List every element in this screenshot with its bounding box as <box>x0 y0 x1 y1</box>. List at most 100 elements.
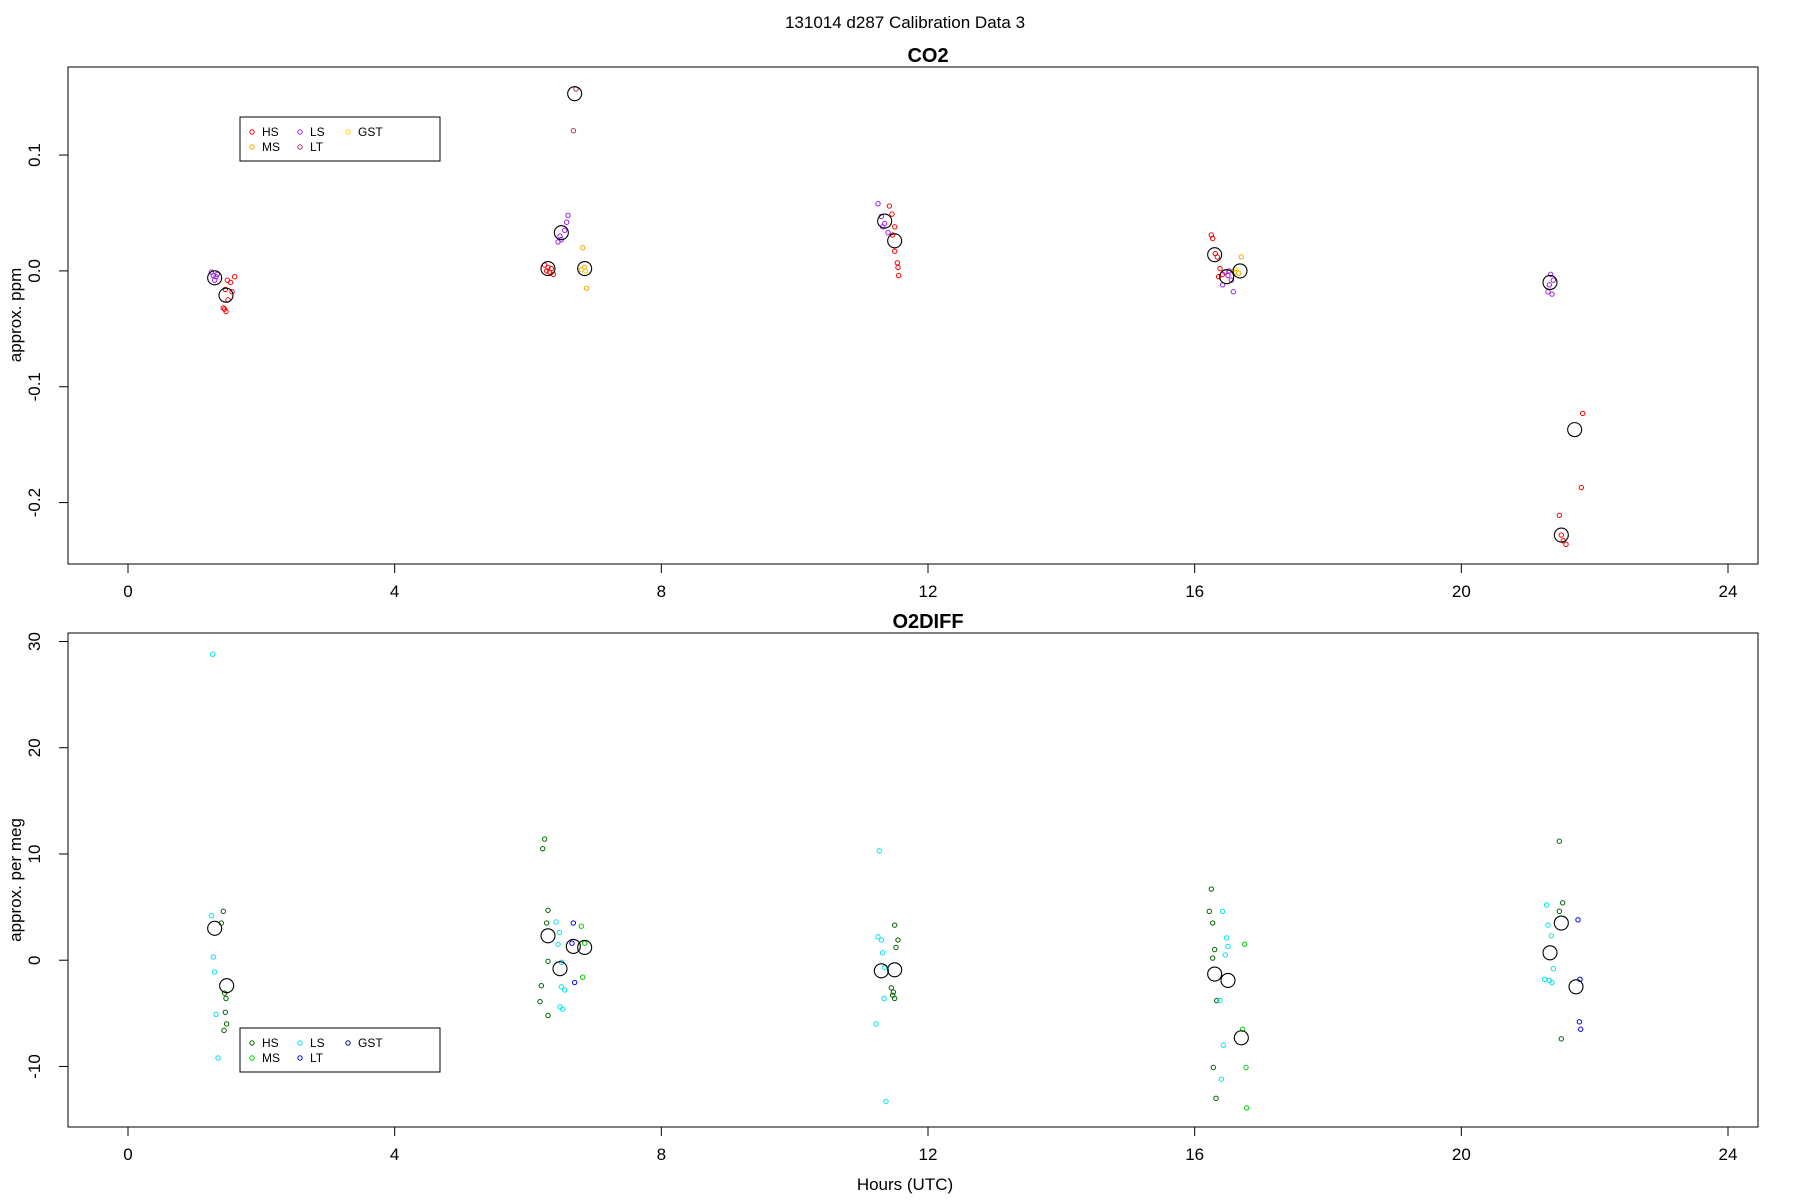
data-point <box>555 941 561 947</box>
data-point <box>1217 265 1223 272</box>
data-point <box>895 937 901 943</box>
data-point <box>1579 410 1586 417</box>
legend-marker <box>345 129 351 135</box>
series-gst <box>582 267 1239 274</box>
x-tick-label: 12 <box>919 1145 938 1164</box>
mean-point <box>1553 915 1569 931</box>
data-point <box>579 245 586 251</box>
data-point <box>1215 273 1222 280</box>
data-point <box>222 1009 229 1015</box>
x-axis-label: Hours (UTC) <box>857 1175 953 1194</box>
data-point <box>537 998 543 1005</box>
data-point <box>1575 917 1581 923</box>
data-point <box>231 273 238 280</box>
series-ms <box>578 923 1250 1111</box>
x-tick-label: 8 <box>657 582 666 601</box>
legend-label: LT <box>310 140 324 154</box>
data-point <box>1214 254 1221 260</box>
data-point <box>1239 1026 1246 1032</box>
data-point <box>220 908 227 915</box>
data-point <box>209 651 216 657</box>
mean-point <box>567 86 583 102</box>
data-point <box>583 285 590 291</box>
data-point <box>221 1027 227 1034</box>
mean-point <box>207 270 223 286</box>
data-point <box>878 937 885 943</box>
data-point <box>543 268 550 274</box>
mean-point <box>887 962 903 978</box>
x-tick-label: 4 <box>390 582 399 601</box>
legend-label: MS <box>262 1051 280 1065</box>
data-point <box>876 848 883 854</box>
mean-point <box>577 261 593 277</box>
legend-label: HS <box>262 125 279 139</box>
data-point <box>1550 277 1557 283</box>
co2-data-points <box>207 86 1586 548</box>
o2diff-panel: O2DIFF 0 4 8 12 16 20 24 -10 0 10 20 30 approx. pe… <box>6 611 1759 1194</box>
co2-y-label: approx. ppm <box>6 268 25 363</box>
data-point <box>1218 1076 1225 1082</box>
data-point <box>1219 908 1226 915</box>
legend-marker <box>249 144 255 150</box>
legend-label: HS <box>262 1036 279 1050</box>
legend-marker <box>297 144 303 150</box>
data-point <box>888 985 895 991</box>
o2diff-title: O2DIFF <box>892 611 963 633</box>
data-point <box>1209 920 1216 926</box>
data-point <box>873 1021 879 1027</box>
o2diff-y-axis: -10 0 10 20 30 <box>25 632 68 1079</box>
data-point <box>1563 541 1569 548</box>
data-point <box>886 203 893 209</box>
data-point <box>891 922 898 928</box>
data-point <box>881 995 887 1002</box>
data-point <box>563 219 570 225</box>
data-point <box>1243 1064 1249 1071</box>
data-point <box>1209 235 1216 242</box>
y-tick-label: -0.2 <box>25 488 44 517</box>
x-tick-label: 0 <box>123 1145 132 1164</box>
data-point <box>1549 291 1555 297</box>
data-point <box>875 201 881 207</box>
data-point <box>211 969 218 975</box>
data-point <box>210 954 217 960</box>
data-point <box>889 211 895 217</box>
data-point <box>213 1011 219 1018</box>
mean-point <box>577 939 593 956</box>
data-point <box>1576 1019 1583 1025</box>
legend-label: LT <box>310 1051 324 1065</box>
mean-point <box>565 938 581 954</box>
data-point <box>1541 976 1548 983</box>
series-ls <box>208 651 1557 1105</box>
data-point <box>546 269 553 275</box>
mean-point <box>540 261 556 277</box>
data-point <box>558 984 565 990</box>
co2-panel: CO2 0 4 8 12 16 20 24 -0.2 -0.1 0.0 0.1 approx. p… <box>6 45 1759 601</box>
mean-point <box>552 961 568 977</box>
series-hs <box>220 203 1586 548</box>
data-point <box>220 305 227 311</box>
mean-point <box>1220 972 1236 988</box>
mean-point <box>1567 422 1583 438</box>
data-point <box>1547 271 1554 278</box>
data-point <box>559 1006 566 1012</box>
data-point <box>891 995 898 1002</box>
x-tick-label: 16 <box>1185 1145 1204 1164</box>
data-point <box>543 920 550 926</box>
y-tick-label: 10 <box>25 845 44 864</box>
data-point <box>1222 952 1229 958</box>
data-point <box>215 1055 221 1061</box>
data-point <box>881 964 888 971</box>
co2-x-axis: 0 4 8 12 16 20 24 <box>123 563 1737 601</box>
y-tick-label: 0.1 <box>25 143 44 167</box>
x-tick-label: 20 <box>1452 582 1471 601</box>
legend-marker <box>249 1040 255 1046</box>
data-point <box>1550 966 1557 972</box>
data-point <box>213 273 219 280</box>
data-point <box>565 212 571 218</box>
data-point <box>1213 1095 1219 1102</box>
legend-label: GST <box>358 1036 383 1050</box>
data-point <box>1208 886 1215 892</box>
o2diff-y-label: approx. per meg <box>6 818 25 942</box>
